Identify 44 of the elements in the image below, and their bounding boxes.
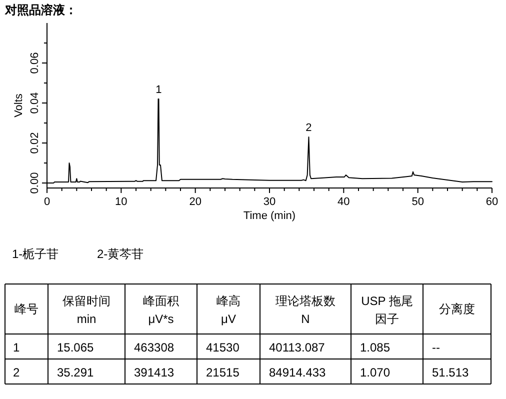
x-tick-label: 30 — [263, 196, 276, 208]
annotation: 1 — [156, 84, 162, 96]
text: μV — [221, 312, 236, 326]
annotation: 2 — [306, 122, 312, 134]
text: 40113.087 — [269, 340, 326, 354]
text: μV*s — [148, 312, 174, 326]
text: min — [76, 312, 96, 326]
text: -- — [432, 340, 440, 354]
text: N — [301, 312, 310, 326]
text: 峰高 — [216, 294, 240, 308]
x-tick-label: 60 — [486, 196, 498, 208]
text: 2-黄芩苷 — [97, 247, 144, 261]
text: 1 — [13, 340, 20, 354]
text: 41530 — [206, 340, 240, 354]
y-axis-title: Volts — [13, 93, 25, 118]
x-tick-label: 50 — [412, 196, 424, 208]
text: 463308 — [134, 340, 174, 354]
text: 峰面积 — [143, 294, 179, 308]
text: 1.085 — [360, 340, 390, 354]
x-tick-label: 0 — [44, 196, 50, 208]
text: 2 — [13, 366, 20, 380]
text: 35.291 — [57, 366, 94, 380]
text: 1.070 — [360, 366, 390, 380]
x-tick-label: 40 — [338, 196, 350, 208]
text: 1-栀子苷 — [12, 247, 59, 261]
text: 391413 — [134, 366, 174, 380]
text: 因子 — [375, 312, 399, 326]
text: 84914.433 — [269, 366, 326, 380]
y-tick-label: 0.02 — [29, 132, 41, 154]
y-tick-label: 0.04 — [29, 92, 41, 114]
text: 理论塔板数 — [276, 294, 336, 308]
text: 分离度 — [439, 302, 475, 316]
x-tick-label: 20 — [189, 196, 202, 208]
text: 保留时间 — [62, 294, 110, 308]
chart-title: 对照品溶液： — [4, 3, 77, 17]
y-tick-label: 0.00 — [29, 172, 41, 194]
y-tick-label: 0.06 — [29, 52, 41, 74]
text: 21515 — [206, 366, 240, 380]
x-axis-title: Time (min) — [243, 210, 296, 222]
text: 15.065 — [57, 340, 94, 354]
text: 峰号 — [14, 302, 38, 316]
x-tick-label: 10 — [115, 196, 128, 208]
text: 51.513 — [432, 366, 470, 380]
text: USP 拖尾 — [361, 294, 413, 308]
